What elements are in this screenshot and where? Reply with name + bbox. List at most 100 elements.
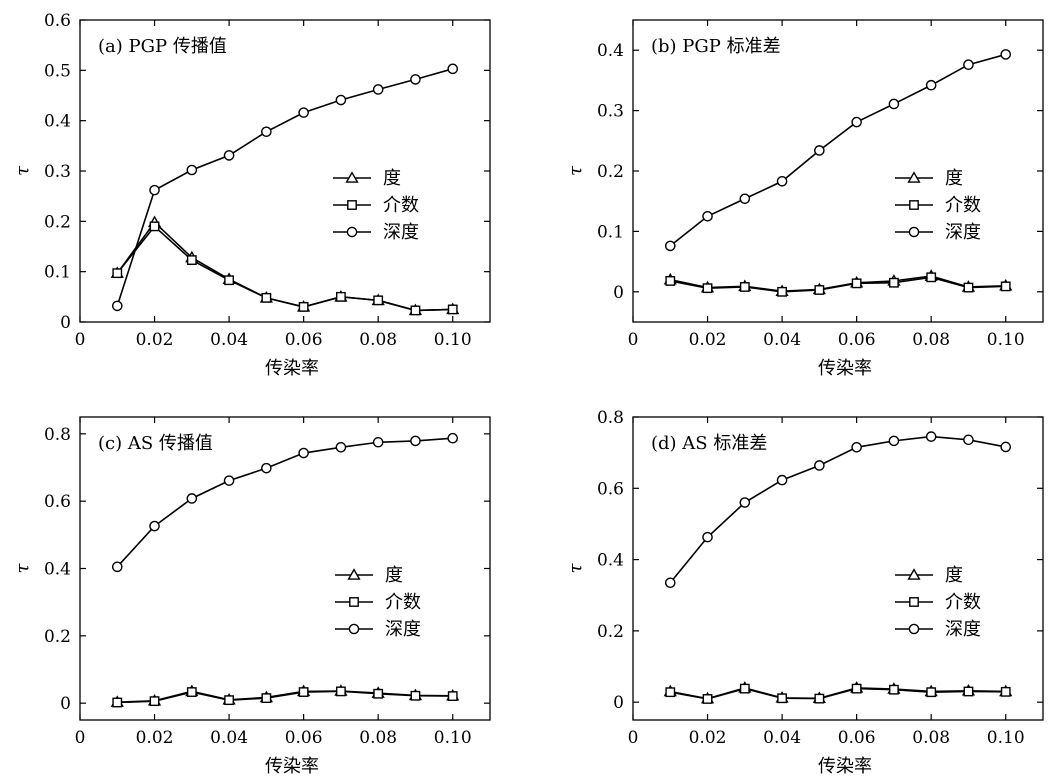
data-point-square — [373, 688, 384, 699]
data-point-square — [224, 695, 234, 706]
data-point-circle — [702, 531, 713, 543]
data-point-square — [298, 302, 309, 312]
plot-frame — [79, 19, 491, 323]
legend-marker-square — [347, 200, 357, 210]
data-point-circle — [851, 441, 862, 453]
series-square — [665, 683, 1011, 704]
legend-marker-triangle — [347, 568, 361, 580]
data-point-square — [702, 694, 713, 704]
legend-marker-square — [909, 200, 919, 210]
legend-label: 介数 — [383, 195, 419, 216]
legend-label: 介数 — [945, 592, 981, 613]
data-point-square — [336, 291, 346, 302]
legend-label: 度 — [945, 565, 963, 586]
x-tick-label: 0.06 — [838, 330, 876, 350]
x-tick-label: 0.10 — [987, 330, 1025, 350]
data-point-circle — [1000, 49, 1012, 60]
y-tick-label: 0.4 — [597, 41, 624, 61]
y-tick-label: 0.4 — [44, 112, 71, 132]
legend-marker-circle — [348, 623, 360, 635]
legend-label: 度 — [385, 565, 403, 586]
y-tick-label: 0 — [60, 313, 71, 333]
data-point-square — [926, 687, 937, 698]
series-triangle — [663, 681, 1013, 704]
data-point-circle — [447, 63, 459, 75]
legend-marker-circle — [908, 623, 920, 635]
data-point-square — [1000, 686, 1011, 697]
series-square — [112, 221, 458, 316]
y-tick-label: 0.8 — [597, 408, 624, 428]
series-line — [117, 690, 453, 704]
y-tick-label: 0 — [613, 283, 624, 303]
y-tick-label: 0.6 — [597, 479, 624, 499]
data-point-circle — [111, 300, 123, 312]
y-tick-label: 0.6 — [44, 11, 71, 31]
data-point-square — [739, 683, 750, 694]
y-tick-label: 0 — [60, 694, 71, 714]
series-square — [112, 686, 458, 708]
legend-label: 深度 — [945, 619, 981, 640]
plot-frame — [632, 19, 1044, 323]
data-point-square — [777, 693, 787, 704]
data-point-square — [447, 304, 458, 315]
data-point-circle — [739, 497, 751, 508]
panel-title: (b) PGP 标准差 — [651, 36, 781, 57]
x-tick-label: 0 — [628, 728, 639, 748]
chart-panel-d: 0 0.02 0.04 0.06 0.08 0.10 0 0.2 0.4 0.6 0.8 传染率 τ (d… — [565, 408, 1044, 777]
data-point-circle — [372, 84, 384, 95]
x-tick-label: 0.02 — [689, 728, 727, 748]
data-point-circle — [298, 107, 309, 118]
x-tick-label: 0.08 — [912, 330, 950, 350]
data-point-square — [777, 286, 787, 297]
data-point-circle — [739, 193, 751, 205]
y-axis-label: τ — [565, 562, 586, 573]
data-point-circle — [888, 98, 900, 110]
series-circle — [664, 49, 1012, 252]
legend-label: 深度 — [383, 222, 419, 243]
data-point-square — [410, 690, 421, 701]
data-point-circle — [447, 432, 459, 444]
x-tick-label: 0.04 — [763, 728, 801, 748]
series-line — [670, 687, 1006, 700]
x-tick-label: 0.02 — [689, 330, 727, 350]
y-axis-label: τ — [12, 165, 33, 176]
series-square — [665, 272, 1011, 297]
x-tick-label: 0.10 — [434, 728, 472, 748]
x-tick-label: 0 — [628, 330, 639, 350]
chart-panel-a: 0 0.02 0.04 0.06 0.08 0.10 0 0.1 0.2 0.3 0.4 0.5 0.6… — [12, 11, 491, 379]
series-triangle — [663, 269, 1013, 296]
data-point-circle — [664, 240, 676, 252]
data-point-circle — [410, 435, 421, 447]
data-point-circle — [814, 460, 825, 471]
legend-label: 度 — [383, 168, 401, 189]
x-axis-label: 传染率 — [265, 756, 319, 777]
data-point-circle — [963, 434, 974, 446]
data-point-circle — [186, 164, 198, 176]
y-tick-label: 0.1 — [597, 222, 624, 242]
panel-title: (d) AS 标准差 — [651, 433, 767, 454]
data-point-circle — [372, 436, 384, 448]
x-tick-label: 0.06 — [285, 728, 323, 748]
data-point-square — [336, 686, 346, 697]
x-tick-label: 0.08 — [359, 330, 397, 350]
series-line — [669, 53, 1006, 247]
data-point-circle — [851, 116, 862, 128]
series-line — [117, 690, 453, 703]
data-point-circle — [410, 74, 421, 85]
y-tick-label: 0.6 — [44, 492, 71, 512]
x-tick-label: 0.04 — [763, 330, 801, 350]
y-tick-label: 0.2 — [597, 162, 624, 182]
data-point-square — [447, 691, 458, 701]
series-line — [116, 437, 453, 568]
data-point-circle — [149, 520, 160, 532]
data-point-circle — [776, 175, 788, 187]
x-tick-label: 0.10 — [434, 330, 472, 350]
y-tick-label: 0.2 — [44, 212, 71, 232]
data-point-circle — [223, 150, 235, 161]
y-tick-label: 0.4 — [597, 551, 624, 571]
legend-marker-circle — [346, 226, 358, 238]
